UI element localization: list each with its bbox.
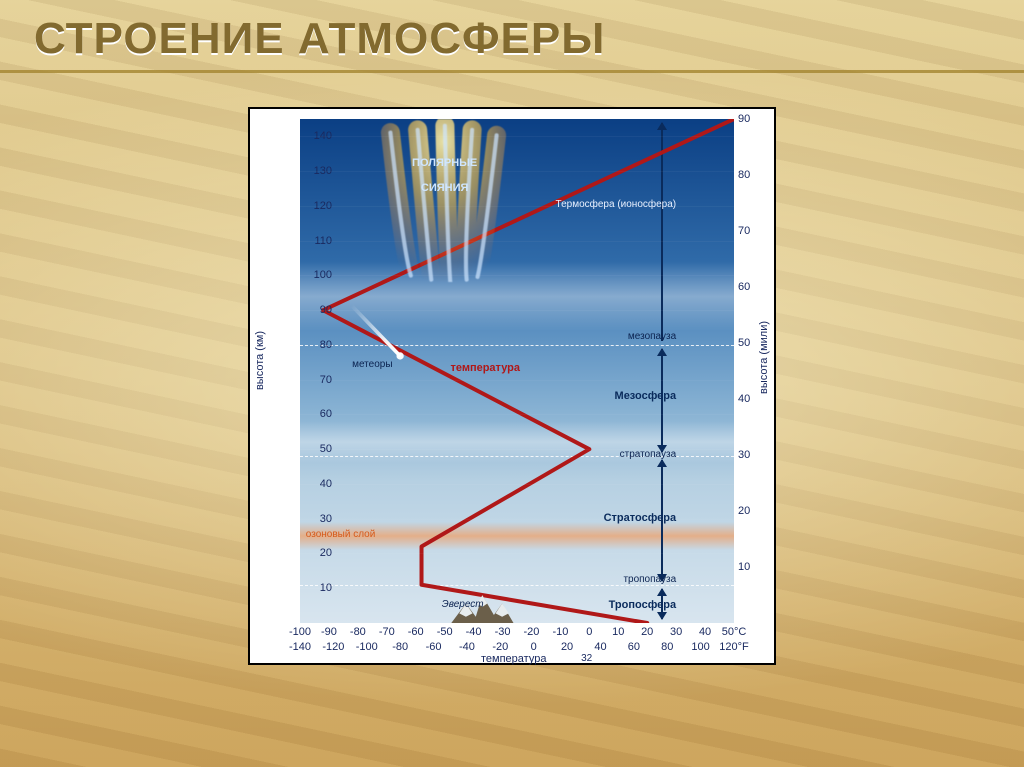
- grid-h: [300, 171, 734, 172]
- label: Стратосфера: [604, 512, 677, 524]
- fahrenheit-32-marker: 32: [581, 653, 592, 664]
- axis-tick: 40: [583, 641, 617, 653]
- axis-tick: -80: [383, 641, 417, 653]
- slide: СТРОЕНИЕ АТМОСФЕРЫ: [0, 0, 1024, 767]
- axis-tick: 80: [738, 169, 766, 181]
- label: стратопауза: [620, 449, 677, 460]
- axis-tick: 30: [738, 449, 766, 461]
- grid-h: [300, 588, 734, 589]
- axis-tick: 40: [738, 393, 766, 405]
- label: Тропосфера: [609, 599, 677, 611]
- axis-tick: -140: [283, 641, 317, 653]
- label: температура: [450, 362, 520, 374]
- axis-tick: 120°F: [717, 641, 751, 653]
- label: ПОЛЯРНЫЕ: [412, 157, 477, 169]
- grid-h: [300, 136, 734, 137]
- axis-tick: 80: [650, 641, 684, 653]
- grid-h: [300, 484, 734, 485]
- label: Эверест: [442, 599, 484, 610]
- axis-tick: 70: [738, 225, 766, 237]
- axis-tick: 90: [738, 113, 766, 125]
- label: СИЯНИЯ: [421, 182, 469, 194]
- slide-title: СТРОЕНИЕ АТМОСФЕРЫ: [34, 14, 605, 64]
- grid-h: [300, 449, 734, 450]
- label: Термосфера (ионосфера): [556, 199, 677, 210]
- grid-h: [300, 206, 734, 207]
- grid-h: [300, 275, 734, 276]
- axis-tick: 20: [738, 505, 766, 517]
- axis-tick: -100: [350, 641, 384, 653]
- label: тропопауза: [623, 574, 676, 585]
- chart-frame: Тропосфера тропопауза Стратосфера стратопау…: [248, 107, 776, 665]
- axis-tick: 60: [738, 281, 766, 293]
- axis-tick: 0: [517, 641, 551, 653]
- axis-tick: -20: [483, 641, 517, 653]
- label: Мезосфера: [615, 390, 677, 402]
- axis-tick: -40: [450, 641, 484, 653]
- axis-tick: -60: [417, 641, 451, 653]
- x-title: температура: [481, 653, 546, 665]
- plot-area: Тропосфера тропопауза Стратосфера стратопау…: [300, 119, 734, 623]
- axis-tick: 60: [617, 641, 651, 653]
- axis-tick: 100: [684, 641, 718, 653]
- grid-h: [300, 345, 734, 346]
- grid-h: [300, 380, 734, 381]
- label: мезопауза: [628, 331, 676, 342]
- grid-h: [300, 553, 734, 554]
- grid-h: [300, 310, 734, 311]
- grid-h: [300, 519, 734, 520]
- y-right-title: высота (мили): [758, 321, 770, 394]
- axis-tick: 20: [550, 641, 584, 653]
- axis-tick: 50°C: [717, 626, 751, 638]
- grid-h: [300, 414, 734, 415]
- label: метеоры: [352, 359, 392, 370]
- label: озоновый слой: [306, 529, 376, 540]
- axis-tick: -120: [316, 641, 350, 653]
- grid-h: [300, 241, 734, 242]
- axis-tick: 10: [738, 561, 766, 573]
- y-left-title: высота (км): [254, 331, 266, 390]
